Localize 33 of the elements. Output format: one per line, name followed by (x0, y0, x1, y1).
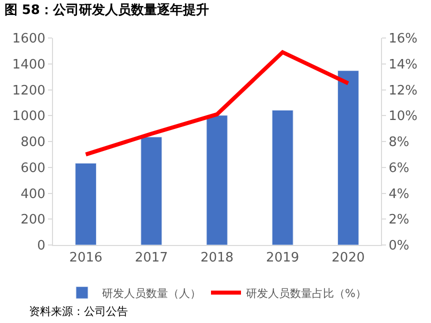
x-tick-label: 2018 (200, 250, 234, 266)
y-tick-label: 1400 (12, 57, 46, 72)
y2-tick-label: 4% (388, 186, 410, 202)
y-tick-label: 1200 (12, 83, 46, 98)
text: 资料来源：公司公告 (29, 305, 128, 318)
y-tick-label: 1600 (12, 32, 46, 47)
bar (272, 110, 294, 245)
bar (75, 162, 97, 245)
y2-tick-label: 0% (388, 238, 410, 254)
chart-title: 图 58：公司研发人员数量逐年提升 (4, 2, 209, 18)
y-tick-label: 800 (20, 135, 46, 150)
x-tick-label: 2017 (134, 250, 168, 266)
bar (206, 115, 228, 245)
y-tick-label: 200 (20, 212, 46, 228)
bar (140, 136, 162, 245)
y2-tick-label: 10% (388, 109, 418, 124)
bar (337, 70, 359, 245)
y2-tick-label: 8% (388, 135, 410, 150)
x-tick-label: 2016 (69, 250, 102, 266)
y-tick-label: 0 (37, 238, 46, 254)
y2-tick-label: 16% (388, 32, 418, 47)
y2-tick-label: 6% (388, 160, 410, 176)
line-series (84, 50, 350, 156)
x-tick-label: 2020 (332, 250, 365, 266)
y-tick-label: 1000 (12, 109, 46, 124)
legend-label: 研发人员数量（人） (102, 286, 201, 300)
y-tick-label: 600 (20, 160, 46, 176)
x-tick-label: 2019 (266, 250, 300, 266)
y-tick-label: 400 (20, 186, 46, 202)
legend-label: 研发人员数量占比（%） (246, 286, 366, 300)
y2-tick-label: 12% (388, 83, 418, 98)
y2-tick-label: 2% (388, 212, 410, 228)
y2-tick-label: 14% (388, 57, 418, 72)
